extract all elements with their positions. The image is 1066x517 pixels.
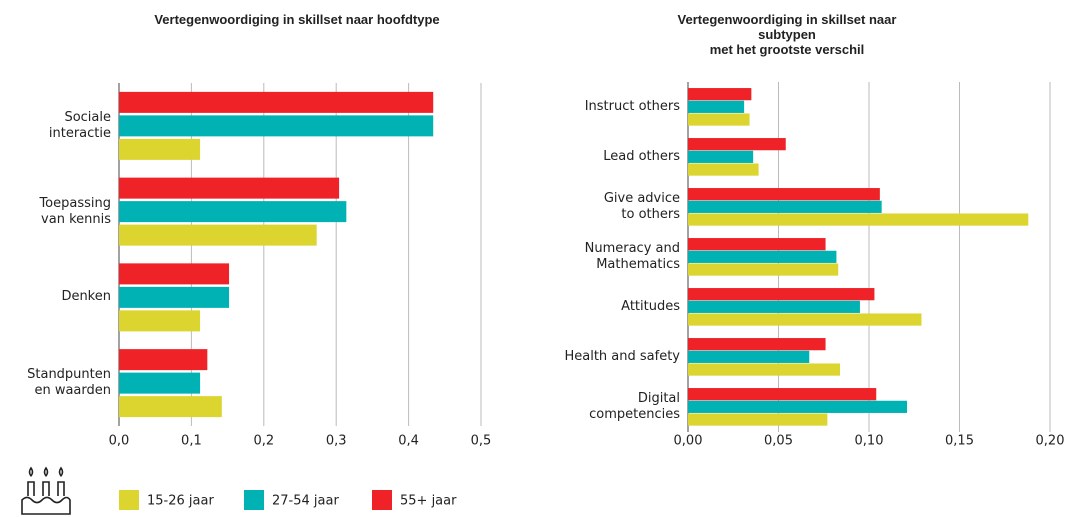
legend-swatch	[119, 490, 139, 510]
x-tick-label: 0,15	[945, 434, 974, 449]
bar	[688, 288, 875, 301]
bar	[688, 263, 839, 276]
chart-title: Vertegenwoordiging in skillset naar hoof…	[154, 12, 440, 27]
bar	[119, 177, 340, 199]
bar	[119, 115, 434, 137]
bar	[119, 263, 230, 285]
y-tick-label: Lead others	[603, 149, 680, 164]
bar	[688, 238, 826, 251]
legend-label: 27-54 jaar	[272, 494, 339, 509]
x-tick-label: 0,4	[398, 434, 419, 449]
x-tick-label: 0,5	[471, 434, 492, 449]
bar	[119, 349, 208, 371]
bar	[119, 396, 222, 418]
legend-swatch	[372, 490, 392, 510]
chart-title: Vertegenwoordiging in skillset naar subt…	[677, 12, 897, 57]
bar	[688, 213, 1029, 226]
x-tick-label: 0,05	[764, 434, 793, 449]
y-tick-label: Health and safety	[564, 349, 680, 364]
bar	[688, 138, 786, 151]
x-tick-label: 0,2	[253, 434, 274, 449]
x-tick-label: 0,0	[109, 434, 130, 449]
x-tick-label: 0,1	[181, 434, 202, 449]
bar	[688, 363, 841, 376]
bar	[688, 100, 745, 113]
bar	[688, 350, 810, 363]
legend-label: 15-26 jaar	[147, 494, 214, 509]
bar	[119, 310, 201, 332]
bar	[688, 413, 828, 426]
y-tick-label: Attitudes	[621, 299, 680, 314]
x-tick-label: 0,20	[1036, 434, 1065, 449]
x-tick-label: 0,10	[855, 434, 884, 449]
y-tick-label: Sociale interactie	[48, 109, 111, 141]
bar	[688, 313, 922, 326]
y-tick-label: Instruct others	[584, 99, 680, 114]
y-tick-label: Denken	[61, 289, 111, 305]
y-tick-label: Toepassing van kennis	[39, 195, 111, 227]
cake-icon	[21, 466, 71, 515]
bar	[119, 372, 201, 394]
bar	[688, 338, 826, 351]
legend-label: 55+ jaar	[400, 494, 457, 509]
bar	[688, 200, 882, 213]
y-tick-label: Digital competencies	[589, 391, 680, 422]
bar	[119, 91, 434, 113]
y-tick-label: Numeracy and Mathematics	[584, 241, 680, 272]
y-tick-label: Give advice to others	[603, 191, 680, 222]
bar	[119, 224, 317, 246]
bar	[688, 113, 750, 126]
bar	[119, 201, 347, 223]
bar	[688, 188, 880, 201]
y-tick-label: Standpunten en waarden	[27, 367, 111, 399]
bar	[688, 300, 860, 313]
legend-swatch	[244, 490, 264, 510]
bar	[688, 250, 837, 263]
x-tick-label: 0,00	[674, 434, 703, 449]
bar	[688, 88, 752, 101]
x-tick-label: 0,3	[326, 434, 347, 449]
bar	[119, 138, 201, 160]
bar	[688, 163, 759, 176]
bar	[688, 400, 908, 413]
bar	[688, 388, 877, 401]
bar	[119, 286, 230, 308]
bar	[688, 150, 754, 163]
